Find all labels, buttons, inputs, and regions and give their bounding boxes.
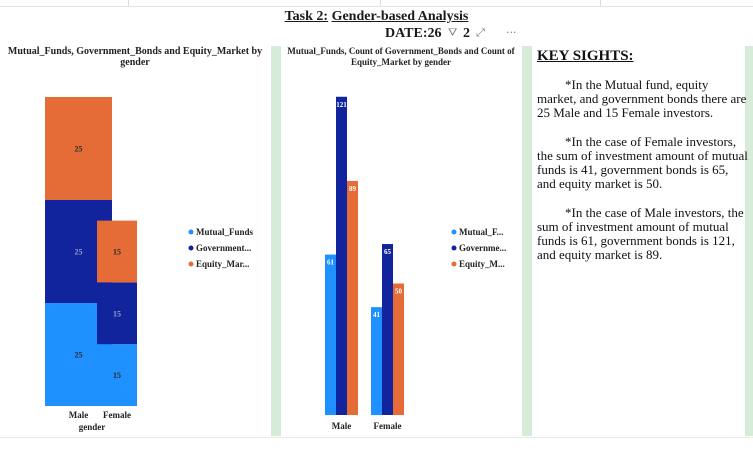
- legend-marker: [188, 261, 194, 267]
- legend-label: Government...: [196, 243, 251, 253]
- insight-paragraph-3: *In the case of Male investors, the sum …: [537, 205, 744, 262]
- legend-label: Governme...: [459, 243, 506, 253]
- report-title-prefix: Task 2:: [284, 9, 329, 24]
- bar-male-series-1: [325, 254, 336, 415]
- bar-female-series-2: [97, 282, 137, 345]
- chart2-title: Mutual_Funds, Count of Government_Bonds …: [287, 46, 515, 67]
- legend-label: Equity_Mar...: [196, 259, 249, 269]
- legend-label: Equity_M...: [459, 259, 505, 269]
- data-label: 41: [373, 311, 381, 319]
- bar-female-series-3: [393, 283, 404, 415]
- report-title-main: Gender-based Analysis: [331, 9, 469, 24]
- legend-marker: [451, 261, 457, 267]
- panel-separator: [522, 46, 532, 436]
- bar-female-series-1: [97, 344, 137, 406]
- insight-paragraph-2: *In the case of Female investors, the su…: [537, 134, 748, 191]
- legend-label: Mutual_Funds: [196, 227, 254, 237]
- insight-paragraph-1: *In the Mutual fund, equity market, and …: [537, 77, 747, 120]
- date-label: DATE:26: [385, 26, 442, 41]
- data-label: 15: [113, 248, 121, 257]
- data-label: 61: [327, 259, 335, 267]
- data-label: 25: [75, 351, 83, 360]
- frame-divider: [380, 0, 381, 6]
- bar-male-series-2: [336, 96, 347, 415]
- bar-female-series-2: [382, 244, 393, 415]
- legend-marker: [188, 245, 194, 251]
- data-label: 25: [75, 145, 83, 154]
- x-tick-label: Female: [103, 410, 131, 420]
- focus-mode-icon[interactable]: ⤢: [476, 26, 485, 39]
- data-label: 50: [395, 288, 403, 296]
- chart2-svg: 61 121 89 Male 41 65 50 Female Mutual_F... Govern…: [325, 96, 506, 431]
- frame-divider: [600, 0, 601, 6]
- legend-marker: [451, 245, 457, 251]
- panel-separator: [745, 46, 753, 436]
- legend-marker: [451, 229, 457, 235]
- legend-marker: [188, 229, 194, 235]
- x-tick-label: Female: [374, 421, 402, 431]
- chart1-svg: 25 25 25 Male 15 15 15 Female gender Mutual_Funds…: [45, 97, 254, 432]
- x-tick-label: Male: [69, 410, 89, 420]
- report-title: Task 2: Gender-based Analysis: [0, 9, 753, 25]
- filter-icon[interactable]: ⛛: [448, 26, 458, 39]
- more-options-icon[interactable]: ···: [506, 26, 517, 39]
- frame-divider: [128, 0, 129, 6]
- top-frame: [0, 0, 753, 7]
- data-label: 89: [349, 185, 357, 193]
- key-insights-title: KEY SIGHTS:: [537, 48, 634, 64]
- data-label: 25: [75, 248, 83, 257]
- bottom-frame: [0, 437, 753, 438]
- bar-female-series-3: [97, 220, 137, 283]
- legend-label: Mutual_F...: [459, 227, 503, 237]
- panel-separator: [271, 46, 281, 436]
- chart1-title: Mutual_Funds, Government_Bonds and Equit…: [7, 46, 263, 68]
- data-label: 15: [113, 371, 121, 380]
- bar-female-series-1: [371, 307, 382, 415]
- data-label: 65: [384, 248, 392, 256]
- x-axis-title: gender: [79, 422, 106, 432]
- date-label-row: DATE:26: [385, 26, 442, 44]
- bar-male-series-3: [347, 180, 358, 415]
- bar-male-series-3: [45, 97, 112, 200]
- data-label: 121: [336, 101, 347, 109]
- data-label: 15: [113, 309, 121, 318]
- key-insights-body: *In the Mutual fund, equity market, and …: [537, 78, 749, 277]
- date-tail: 2: [463, 26, 470, 41]
- x-tick-label: Male: [332, 421, 352, 431]
